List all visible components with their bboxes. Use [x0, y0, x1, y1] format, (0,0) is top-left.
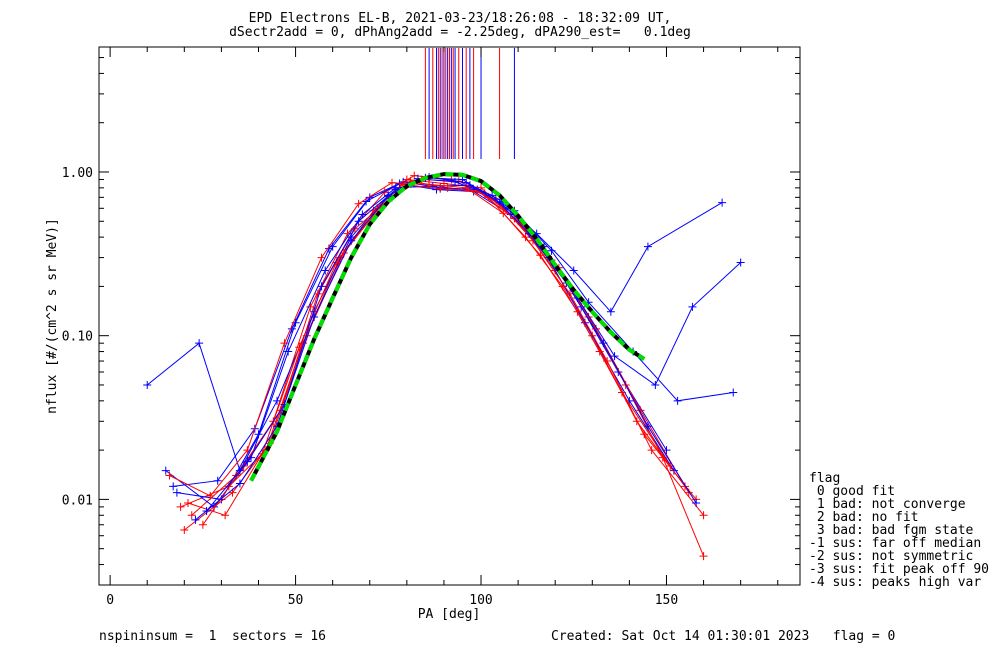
data-point — [688, 302, 697, 311]
data-point — [651, 380, 660, 389]
data-point — [354, 217, 363, 226]
data-point — [206, 491, 215, 500]
x-axis-label: PA [deg] — [418, 607, 481, 622]
data-point — [143, 380, 152, 389]
series-line-6 — [183, 180, 690, 531]
data-point — [521, 233, 530, 242]
x-tick-label: 150 — [655, 593, 678, 608]
data-point — [436, 184, 445, 193]
data-point — [195, 339, 204, 348]
data-point — [729, 388, 738, 397]
data-point — [198, 520, 207, 529]
data-point — [243, 457, 252, 466]
legend-item: -1 sus: far off median — [809, 536, 982, 551]
data-point — [172, 488, 181, 497]
data-point — [191, 515, 200, 524]
data-point — [165, 471, 174, 480]
y-tick-label: 1.00 — [62, 166, 93, 181]
data-point — [643, 422, 652, 431]
series-line-4 — [202, 178, 704, 526]
data-point — [221, 511, 230, 520]
data-point — [547, 246, 556, 255]
data-point — [235, 479, 244, 488]
series-line-1 — [176, 182, 675, 500]
vertical-lines-layer — [424, 48, 515, 160]
x-tick-label: 0 — [106, 593, 114, 608]
x-tick-label: 100 — [469, 593, 492, 608]
data-point — [176, 502, 185, 511]
series-line-2 — [191, 175, 697, 516]
data-point — [736, 258, 745, 267]
data-point — [718, 198, 727, 207]
data-point — [321, 266, 330, 275]
chart-title-line1: EPD Electrons EL-B, 2021-03-23/18:26:08 … — [248, 11, 672, 26]
data-point — [451, 177, 460, 186]
series-line-8 — [187, 183, 705, 557]
data-point — [388, 178, 397, 187]
data-point — [647, 446, 656, 455]
data-point — [673, 396, 682, 405]
data-point — [462, 183, 471, 192]
data-point — [161, 466, 170, 475]
chart-title-line2: dSectr2add = 0, dPhAng2add = -2.25deg, d… — [229, 25, 691, 40]
data-point — [699, 511, 708, 520]
data-point — [599, 339, 608, 348]
data-point — [184, 499, 193, 508]
fit-curve-layer — [249, 172, 646, 482]
data-point — [317, 282, 326, 291]
series-layer — [143, 171, 745, 561]
legend-title: flag — [809, 471, 841, 486]
legend-item: 1 bad: not converge — [809, 497, 966, 512]
legend-item: 0 good fit — [809, 484, 896, 499]
legend-item: -2 sus: not symmetric — [809, 549, 974, 564]
legend-item: 2 bad: no fit — [809, 510, 919, 525]
axis-layer: 0 50 100 150 0.01 0.10 1.00 — [62, 47, 800, 608]
data-point — [606, 307, 615, 316]
data-point — [243, 446, 252, 455]
data-point — [187, 511, 196, 520]
data-point — [213, 476, 222, 485]
footer-right: Created: Sat Oct 14 01:30:01 2023 flag =… — [551, 629, 896, 644]
data-point — [499, 209, 508, 218]
data-point — [699, 552, 708, 561]
data-point — [573, 307, 582, 316]
series-line-5 — [146, 177, 723, 472]
y-tick-label: 0.01 — [62, 493, 93, 508]
data-point — [488, 191, 497, 200]
series-line-11 — [195, 178, 697, 521]
footer-left: nspininsum = 1 sectors = 16 — [99, 629, 326, 644]
data-point — [310, 313, 319, 322]
y-axis-label: nflux [#/(cm^2 s sr MeV)] — [45, 218, 60, 414]
data-point — [354, 199, 363, 208]
data-point — [684, 488, 693, 497]
data-point — [280, 339, 289, 348]
legend-item: -3 sus: fit peak off 90 — [809, 562, 990, 577]
data-point — [317, 253, 326, 262]
legend-item: -4 sus: peaks high var — [809, 575, 982, 590]
data-point — [273, 396, 282, 405]
data-point — [569, 266, 578, 275]
data-point — [425, 180, 434, 189]
data-point — [284, 347, 293, 356]
data-point — [358, 210, 367, 219]
data-point — [643, 242, 652, 251]
data-point — [306, 302, 315, 311]
data-point — [610, 352, 619, 361]
fit-curve-green — [249, 172, 646, 482]
data-point — [180, 526, 189, 535]
data-point — [169, 482, 178, 491]
data-point — [347, 236, 356, 245]
y-tick-label: 0.10 — [62, 330, 93, 345]
data-point — [536, 251, 545, 260]
data-point — [692, 499, 701, 508]
data-point — [617, 388, 626, 397]
x-tick-label: 50 — [288, 593, 304, 608]
legend-item: 3 bad: bad fgm state — [809, 523, 974, 538]
plot-frame — [98, 46, 801, 586]
